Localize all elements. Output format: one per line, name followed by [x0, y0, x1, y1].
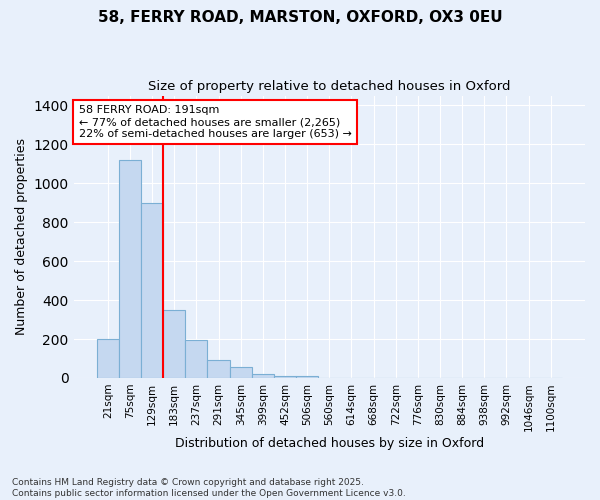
Bar	[141, 202, 163, 378]
Y-axis label: Number of detached properties: Number of detached properties	[15, 138, 28, 336]
Bar	[252, 374, 274, 378]
Text: 58 FERRY ROAD: 191sqm
← 77% of detached houses are smaller (2,265)
22% of semi-d: 58 FERRY ROAD: 191sqm ← 77% of detached …	[79, 106, 352, 138]
Bar	[97, 339, 119, 378]
Bar	[163, 310, 185, 378]
Title: Size of property relative to detached houses in Oxford: Size of property relative to detached ho…	[148, 80, 511, 93]
Bar	[119, 160, 141, 378]
Text: Contains HM Land Registry data © Crown copyright and database right 2025.
Contai: Contains HM Land Registry data © Crown c…	[12, 478, 406, 498]
Bar	[230, 367, 252, 378]
Bar	[296, 376, 318, 378]
X-axis label: Distribution of detached houses by size in Oxford: Distribution of detached houses by size …	[175, 437, 484, 450]
Bar	[274, 376, 296, 378]
Text: 58, FERRY ROAD, MARSTON, OXFORD, OX3 0EU: 58, FERRY ROAD, MARSTON, OXFORD, OX3 0EU	[98, 10, 502, 25]
Bar	[208, 360, 230, 378]
Bar	[185, 340, 208, 378]
